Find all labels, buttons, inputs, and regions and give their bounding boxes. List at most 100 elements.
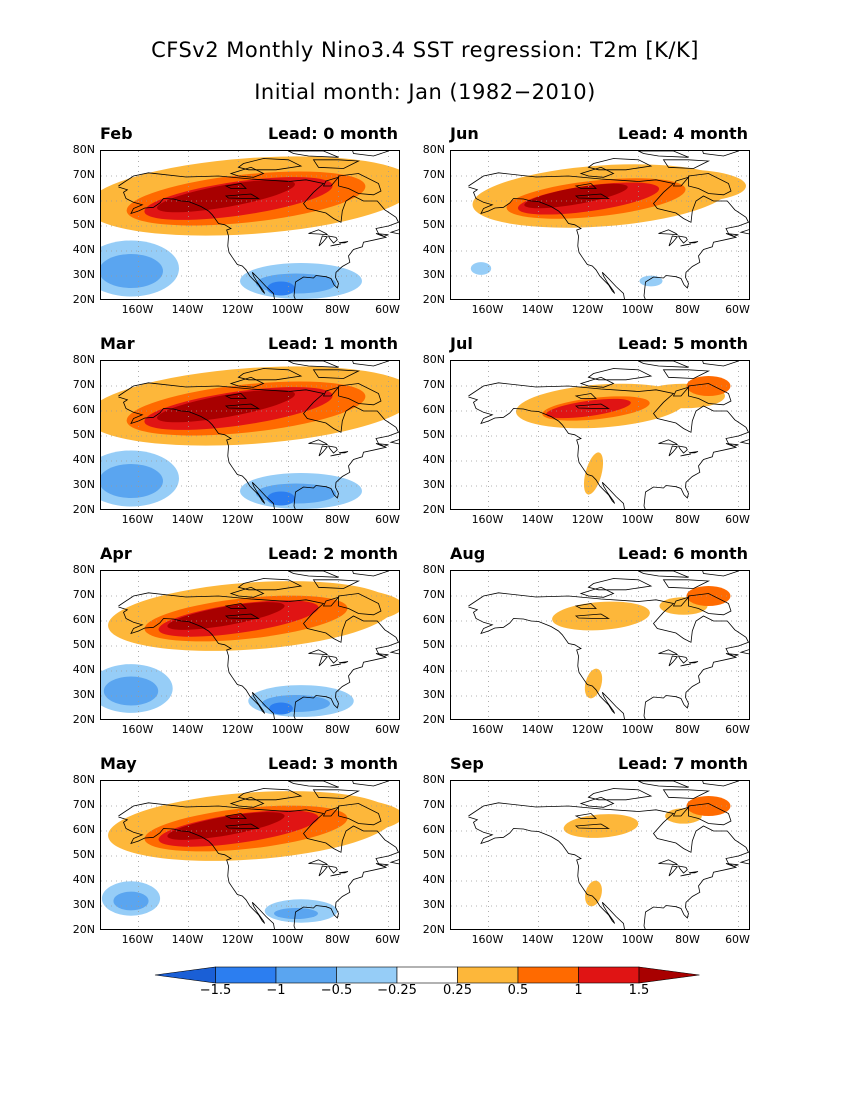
lake-outline	[658, 649, 679, 656]
lon-tick-label: 100W	[621, 933, 654, 946]
panel-month-label: Jul	[450, 334, 473, 353]
lake-outline	[680, 453, 692, 457]
coastline-island	[312, 789, 361, 799]
coastline-north-america	[468, 172, 749, 299]
coastline-island	[662, 579, 711, 589]
lon-tick-label: 60W	[725, 303, 750, 316]
lake-outline	[668, 865, 679, 877]
lat-tick-label: 20N	[72, 503, 95, 516]
colorbar-label: 1	[574, 983, 583, 998]
coastline-west	[118, 186, 275, 299]
lat-tick-label: 50N	[72, 848, 95, 861]
lat-tick-label: 50N	[72, 638, 95, 651]
lon-tick-label: 120W	[571, 303, 604, 316]
lat-tick-label: 30N	[72, 898, 95, 911]
coastline-west	[468, 396, 625, 509]
warm-contour-05	[686, 796, 731, 816]
warm-contour-05	[686, 586, 731, 606]
map-frame	[100, 570, 400, 720]
lon-tick-label: 60W	[375, 303, 400, 316]
colorbar-swatch	[517, 966, 579, 984]
lat-tick-label: 30N	[422, 478, 445, 491]
lake-outline	[658, 439, 679, 446]
lake-outline	[224, 823, 260, 829]
coastline-north-america	[118, 172, 399, 299]
coastline-island	[688, 173, 732, 196]
lake-outline	[680, 873, 692, 877]
lat-tick-label: 20N	[72, 923, 95, 936]
coastline-island	[662, 369, 711, 379]
regression-map	[101, 151, 399, 299]
warm-contour-025	[584, 668, 603, 699]
panel-lead-label: Lead: 4 month	[617, 124, 748, 143]
lon-tick-label: 160W	[121, 513, 154, 526]
warm-contour-05	[686, 376, 731, 396]
coastline-north-america	[118, 802, 399, 929]
map-panel-aug: Aug Lead: 6 month 80N 70N 60N 50N 40N 30N 20N 160…	[423, 544, 750, 736]
panel-month-label: Sep	[450, 754, 484, 773]
lat-tick-label: 80N	[72, 143, 95, 156]
lake-outline	[318, 445, 329, 457]
panel-month-label: Feb	[100, 124, 133, 143]
coastline-island	[229, 796, 265, 808]
lake-outline	[224, 393, 247, 399]
coastline-island	[322, 176, 340, 187]
lake-outline	[574, 193, 610, 199]
lon-tick-label: 100W	[621, 723, 654, 736]
coastline-island	[725, 233, 739, 237]
coastline-island	[352, 151, 389, 157]
regression-map	[451, 571, 749, 719]
lake-outline	[308, 229, 329, 236]
lon-tick-label: 100W	[271, 303, 304, 316]
lake-outline	[224, 183, 247, 189]
map-frame	[100, 150, 400, 300]
lake-outline	[688, 871, 699, 874]
coastline-north-america	[118, 592, 399, 719]
lat-tick-label: 40N	[422, 663, 445, 676]
map-panel-sep: Sep Lead: 7 month 80N 70N 60N 50N 40N 30N 20N 160…	[423, 754, 750, 946]
lat-tick-label: 70N	[422, 798, 445, 811]
map-frame	[450, 150, 750, 300]
map-panel-mar: Mar Lead: 1 month 80N 70N 60N 50N 40N 30N 20N 160…	[73, 334, 400, 526]
lon-tick-label: 80W	[675, 303, 700, 316]
lake-outline	[677, 865, 688, 874]
lat-tick-label: 80N	[72, 353, 95, 366]
lon-tick-label: 140W	[521, 933, 554, 946]
lon-tick-label: 80W	[325, 303, 350, 316]
shading-field	[563, 796, 731, 907]
coastline-island	[688, 593, 732, 616]
lake-outline	[224, 193, 260, 199]
lat-tick-label: 40N	[422, 453, 445, 466]
coastline-west	[468, 816, 625, 929]
colorbar-swatch	[457, 966, 519, 984]
coastline-island	[725, 863, 739, 867]
cold-contour-05	[101, 464, 163, 498]
lake-outline	[338, 661, 349, 664]
lon-tick-label: 80W	[675, 723, 700, 736]
coastline-island	[587, 158, 653, 171]
lon-tick-label: 100W	[621, 303, 654, 316]
lat-tick-label: 30N	[72, 478, 95, 491]
lake-outline	[680, 663, 692, 667]
lake-outline	[318, 235, 329, 247]
coastline-west	[468, 606, 625, 719]
lat-tick-label: 60N	[72, 403, 95, 416]
lat-tick-label: 70N	[72, 168, 95, 181]
regression-map	[451, 361, 749, 509]
cold-contour-05	[101, 254, 163, 288]
lon-tick-label: 80W	[675, 513, 700, 526]
coastline-island	[702, 571, 739, 577]
graticule	[101, 571, 399, 719]
lake-outline	[224, 603, 247, 609]
coastline-island	[688, 383, 732, 406]
lon-tick-label: 120W	[221, 303, 254, 316]
panel-month-label: Mar	[100, 334, 135, 353]
lake-outline	[318, 865, 329, 877]
coastline-island	[389, 439, 399, 445]
coastline-island	[375, 863, 389, 867]
regression-map	[451, 781, 749, 929]
lake-outline	[330, 243, 342, 247]
lat-tick-label: 30N	[72, 688, 95, 701]
lat-tick-label: 80N	[422, 353, 445, 366]
lat-tick-label: 30N	[72, 268, 95, 281]
